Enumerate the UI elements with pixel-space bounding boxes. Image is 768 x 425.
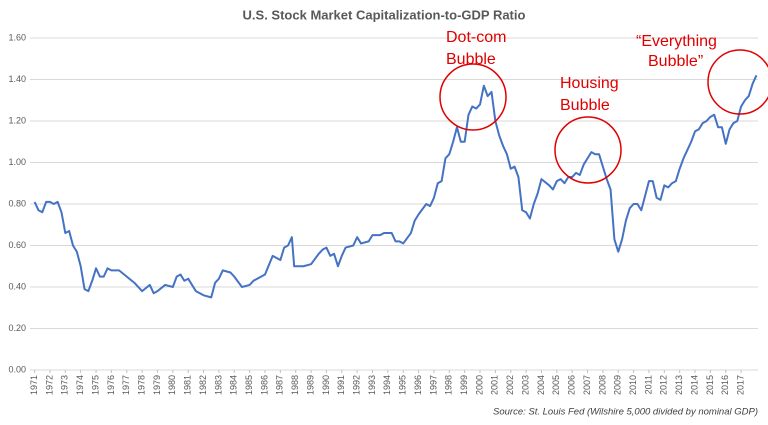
data-line [33, 74, 758, 299]
y-tick-label: 0.60 [8, 240, 26, 250]
x-tick-label: 2015 [705, 375, 715, 395]
x-tick-label: 2002 [505, 375, 515, 395]
y-tick-label: 1.60 [8, 32, 26, 42]
annotation: Bubble” [648, 53, 703, 70]
x-tick-label: 2008 [597, 375, 607, 395]
x-tick-label: 1984 [229, 375, 239, 395]
annotation: Dot-com [446, 29, 506, 46]
x-tick-label: 1974 [75, 375, 85, 395]
x-tick-label: 1997 [428, 375, 438, 395]
x-tick-label: 2000 [474, 375, 484, 395]
x-tick-label: 1975 [90, 375, 100, 395]
x-tick-label: 1999 [459, 375, 469, 395]
x-tick-label: 1993 [367, 375, 377, 395]
grid: 0.00 0.20 0.40 0.60 0.80 1.00 1.20 1.40 1.60 1971… [8, 32, 758, 395]
x-tick-label: 1977 [121, 375, 131, 395]
x-tick-label: 1973 [60, 375, 70, 395]
x-tick-label: 1986 [259, 375, 269, 395]
plot [33, 74, 758, 299]
x-tick-label: 2005 [551, 375, 561, 395]
y-tick-label: 0.80 [8, 198, 26, 208]
y-tick-label: 0.40 [8, 281, 26, 291]
x-tick-label: 2007 [582, 375, 592, 395]
x-tick-label: 1981 [183, 375, 193, 395]
x-tick-label: 1995 [398, 375, 408, 395]
x-tick-label: 1983 [213, 375, 223, 395]
y-tick-label: 0.00 [8, 364, 26, 374]
chart-title: U.S. Stock Market Capitalization-to-GDP … [243, 7, 526, 22]
x-tick-label: 1980 [167, 375, 177, 395]
annotation: Bubble [446, 51, 496, 68]
x-tick-label: 1991 [336, 375, 346, 395]
x-tick-label: 1978 [136, 375, 146, 395]
x-tick-label: 2003 [520, 375, 530, 395]
source-note: Source: St. Louis Fed (Wilshire 5,000 di… [493, 407, 758, 418]
x-tick-label: 1988 [290, 375, 300, 395]
x-tick-label: 2011 [643, 375, 653, 394]
y-tick-label: 0.20 [8, 323, 26, 333]
x-tick-label: 2013 [674, 375, 684, 395]
x-tick-label: 1992 [352, 375, 362, 395]
x-tick-label: 1987 [275, 375, 285, 395]
annotation: Bubble [560, 97, 610, 114]
y-tick-label: 1.00 [8, 157, 26, 167]
x-tick-label: 1979 [152, 375, 162, 395]
y-tick-label: 1.40 [8, 74, 26, 84]
x-tick-label: 1994 [382, 375, 392, 395]
y-tick-label: 1.20 [8, 115, 26, 125]
x-tick-label: 2001 [490, 375, 500, 395]
x-tick-label: 1989 [305, 375, 315, 395]
annotation: “Everything [636, 33, 717, 50]
highlight-circle [707, 49, 768, 115]
x-tick-label: 2017 [735, 375, 745, 395]
x-tick-label: 1985 [244, 375, 254, 395]
x-tick-label: 2012 [659, 375, 669, 395]
x-tick-label: 1996 [413, 375, 423, 395]
x-tick-label: 2006 [567, 375, 577, 395]
x-tick-label: 1976 [106, 375, 116, 395]
annotation: Housing [560, 75, 619, 92]
x-tick-label: 2010 [628, 375, 638, 395]
x-tick-label: 2004 [536, 375, 546, 395]
x-tick-label: 1990 [321, 375, 331, 395]
highlight-circle [554, 116, 622, 184]
x-tick-label: 2014 [689, 375, 699, 395]
x-tick-label: 1982 [198, 375, 208, 395]
x-tick-label: 2009 [613, 375, 623, 395]
x-tick-label: 2016 [720, 375, 730, 395]
x-tick-label: 1972 [44, 375, 54, 395]
x-tick-label: 1998 [444, 375, 454, 395]
x-tick-label: 1971 [29, 375, 39, 395]
highlight-circle [439, 63, 507, 131]
